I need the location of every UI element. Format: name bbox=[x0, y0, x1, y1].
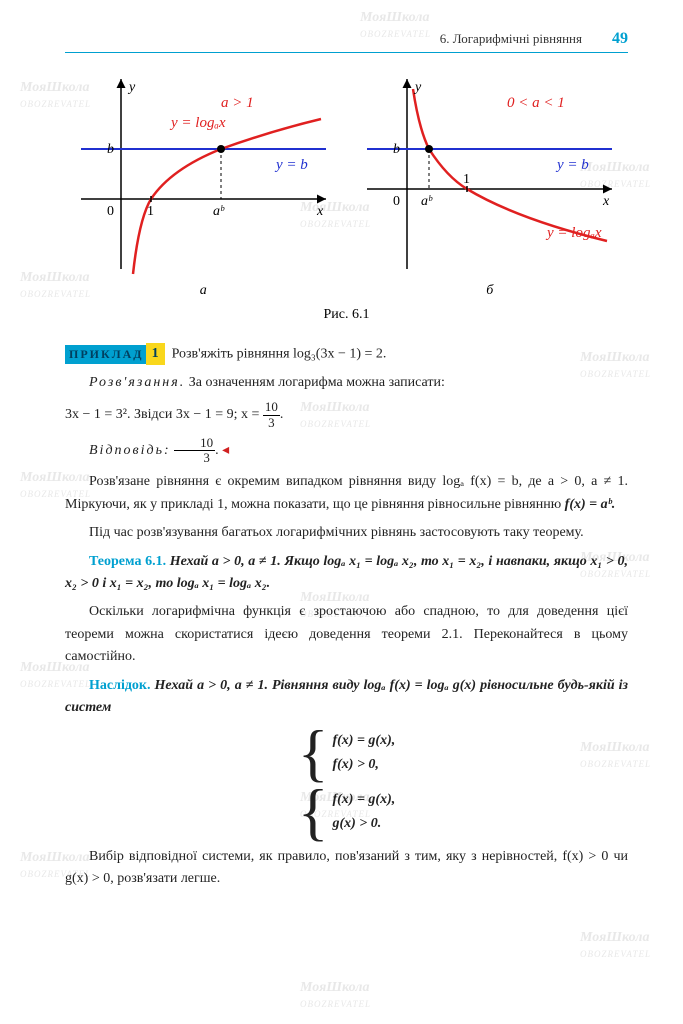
svg-text:x: x bbox=[602, 194, 610, 209]
paragraph-4: Вибір відповідної системи, як правило, п… bbox=[65, 846, 628, 891]
svg-text:b: b bbox=[107, 142, 114, 157]
sys1-line2: f(x) > 0, bbox=[332, 754, 395, 776]
svg-text:a > 1: a > 1 bbox=[221, 95, 254, 111]
paragraph-2: Під час розв'язування багатьох логарифмі… bbox=[65, 522, 628, 544]
solution-para-1: Розв'язання. За означенням логарифма мож… bbox=[65, 372, 628, 394]
watermark: МояШколаOBOZREVATEL bbox=[580, 930, 651, 962]
figure-right-label: б bbox=[352, 283, 629, 299]
svg-text:aᵇ: aᵇ bbox=[213, 204, 225, 219]
svg-text:y = logₐx: y = logₐx bbox=[169, 115, 226, 131]
example-problem: Розв'яжіть рівняння log₃(3x − 1) = 2. bbox=[172, 346, 387, 361]
end-triangle-icon: ◂ bbox=[222, 443, 229, 458]
log-graph-a-gt-1: y x 0 1 aᵇ b a > 1 y = logₐx y = b bbox=[71, 69, 336, 279]
sys2-line1: f(x) = g(x), bbox=[332, 789, 395, 811]
answer-line: Відповідь: 103. ◂ bbox=[65, 436, 628, 466]
system-1: { f(x) = g(x), f(x) > 0, bbox=[65, 727, 628, 778]
paragraph-3: Оскільки логарифмічна функція є зростаюч… bbox=[65, 601, 628, 668]
svg-text:1: 1 bbox=[147, 204, 154, 219]
answer-label: Відповідь: bbox=[89, 443, 171, 458]
svg-text:b: b bbox=[393, 142, 400, 157]
theorem-label: Теорема 6.1. bbox=[89, 554, 166, 569]
system-2: { f(x) = g(x), g(x) > 0. bbox=[65, 786, 628, 837]
svg-text:y: y bbox=[127, 80, 136, 95]
brace-icon: { bbox=[298, 727, 329, 778]
page-header: 6. Логарифмічні рівняння 49 bbox=[65, 30, 628, 53]
svg-text:0: 0 bbox=[393, 194, 400, 209]
figure-left-label: а bbox=[65, 283, 342, 299]
svg-text:0: 0 bbox=[107, 204, 114, 219]
corollary-block: Наслідок. Нехай a > 0, a ≠ 1. Рівняння в… bbox=[65, 675, 628, 720]
example-tag: ПРИКЛАД bbox=[65, 345, 148, 364]
example-number: 1 bbox=[146, 343, 165, 365]
svg-text:y = b: y = b bbox=[555, 157, 589, 173]
figure-right: y x 0 1 aᵇ b 0 < a < 1 y = logₐx y = b б bbox=[352, 69, 629, 299]
solution-label: Розв'язання. bbox=[89, 375, 185, 390]
log-graph-0-lt-a-lt-1: y x 0 1 aᵇ b 0 < a < 1 y = logₐx y = b bbox=[357, 69, 622, 279]
watermark: МояШколаOBOZREVATEL bbox=[300, 980, 371, 1012]
page-number: 49 bbox=[612, 30, 628, 48]
svg-text:1: 1 bbox=[463, 172, 470, 187]
figure-caption: Рис. 6.1 bbox=[65, 307, 628, 323]
corollary-label: Наслідок. bbox=[89, 678, 151, 693]
solution-para-2: 3x − 1 = 3². Звідси 3x − 1 = 9; x = 103. bbox=[65, 400, 628, 430]
brace-icon: { bbox=[298, 786, 329, 837]
sys2-line2: g(x) > 0. bbox=[332, 813, 395, 835]
section-title: 6. Логарифмічні рівняння bbox=[440, 31, 582, 47]
theorem-block: Теорема 6.1. Нехай a > 0, a ≠ 1. Якщо lo… bbox=[65, 551, 628, 596]
svg-text:x: x bbox=[316, 204, 324, 219]
svg-text:y = logₐx: y = logₐx bbox=[545, 225, 602, 241]
svg-text:y: y bbox=[413, 80, 422, 95]
figures-row: y x 0 1 aᵇ b a > 1 y = logₐx y = b а bbox=[65, 69, 628, 299]
paragraph-1: Розв'язане рівняння є окремим випадком р… bbox=[65, 471, 628, 516]
figure-left: y x 0 1 aᵇ b a > 1 y = logₐx y = b а bbox=[65, 69, 342, 299]
example-line: ПРИКЛАД1 Розв'яжіть рівняння log₃(3x − 1… bbox=[65, 343, 628, 366]
svg-text:aᵇ: aᵇ bbox=[421, 194, 433, 209]
svg-text:0 < a < 1: 0 < a < 1 bbox=[507, 95, 565, 111]
svg-text:y = b: y = b bbox=[274, 157, 308, 173]
sys1-line1: f(x) = g(x), bbox=[332, 730, 395, 752]
